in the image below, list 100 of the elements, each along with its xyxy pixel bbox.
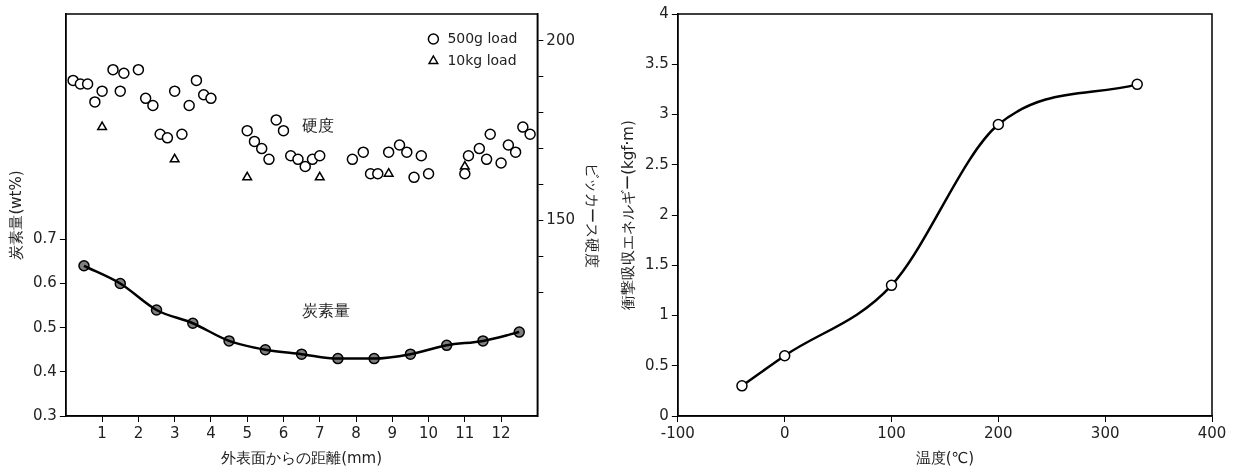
point (107, 63, 119, 76)
x-tick-label: 11 (455, 423, 475, 442)
point (408, 171, 420, 184)
point (477, 335, 489, 347)
point (992, 118, 1005, 131)
y-tick-label: 0.3 (33, 405, 57, 424)
point (357, 146, 370, 158)
point (114, 85, 127, 97)
point (169, 153, 180, 163)
y2-axis-title: ビッカース硬度 (583, 162, 602, 268)
point (118, 67, 130, 79)
point (277, 124, 290, 137)
legend-label: 500g load (447, 29, 518, 46)
point (190, 74, 203, 87)
y-tick-label: 3 (659, 104, 669, 123)
y-tick-label: 0.7 (33, 229, 57, 248)
x-tick-label: 5 (242, 423, 252, 442)
x-tick-label: 9 (387, 423, 398, 442)
point (176, 128, 188, 140)
point (295, 348, 308, 360)
point (422, 167, 435, 180)
y2-tick-label: 200 (546, 30, 576, 49)
x-tick-label: 3 (169, 423, 180, 442)
point (404, 348, 417, 360)
point (81, 78, 94, 90)
point (502, 139, 515, 151)
x-tick-label: 10 (419, 423, 439, 442)
x-axis-title: 外表面からの距離(mm) (221, 448, 383, 467)
point (473, 142, 486, 155)
point (241, 124, 253, 137)
point (270, 114, 282, 126)
point (168, 85, 181, 97)
point (248, 135, 261, 148)
point (259, 343, 272, 356)
point (223, 335, 235, 347)
point (150, 304, 163, 316)
y-tick-label: 4 (659, 3, 669, 22)
point (161, 132, 174, 144)
point (513, 326, 525, 338)
point (462, 150, 475, 162)
point (132, 63, 145, 76)
point (114, 277, 127, 290)
point (509, 146, 522, 158)
y-tick-label: 2.5 (645, 154, 669, 173)
point (346, 153, 359, 166)
point (401, 146, 413, 158)
x-tick-label: 400 (1197, 423, 1227, 442)
point (205, 92, 217, 105)
legend-label: 10kg load (447, 51, 517, 68)
y-tick-label: 0.4 (33, 361, 57, 380)
point (459, 167, 471, 180)
x-tick-label: 0 (779, 423, 790, 442)
x-tick-label: 7 (314, 423, 325, 442)
x-tick-label: 12 (491, 423, 511, 442)
point (96, 85, 108, 97)
x-axis-title: 温度(℃) (915, 448, 975, 467)
y2-tick-label: 150 (546, 210, 576, 229)
y-axis-title: 衝撃吸収エネルギー(kgf·m) (618, 120, 637, 310)
x-tick-label: 100 (877, 423, 906, 442)
x-tick-label: 200 (984, 423, 1013, 442)
point (139, 92, 152, 105)
annotation: 炭素量 (301, 300, 350, 320)
point (736, 380, 748, 392)
x-tick-label: 8 (351, 423, 361, 442)
annotation: 硬度 (301, 115, 334, 135)
point (89, 96, 101, 108)
point (314, 171, 325, 181)
x-tick-label: 300 (1090, 423, 1120, 442)
y-tick-label: 0 (659, 405, 669, 424)
y-tick-label: 0.6 (33, 273, 57, 292)
y-tick-label: 1.5 (645, 255, 669, 274)
y-tick-label: 1 (659, 305, 669, 324)
point (187, 317, 199, 329)
x-tick-label: 2 (133, 423, 144, 442)
x-tick-label: -100 (660, 423, 695, 442)
point (372, 167, 384, 180)
point (495, 157, 507, 169)
y-tick-label: 0.5 (33, 317, 57, 336)
y-tick-label: 3.5 (645, 54, 669, 73)
point (484, 128, 496, 140)
point (383, 167, 394, 177)
point (440, 339, 453, 352)
point (517, 121, 529, 133)
point (263, 153, 275, 166)
point (778, 349, 791, 362)
point (332, 352, 344, 365)
point (415, 150, 428, 162)
point (368, 352, 380, 365)
point (183, 99, 195, 112)
point (524, 128, 536, 140)
x-tick-label: 4 (206, 423, 216, 442)
point (480, 153, 493, 166)
point (299, 160, 311, 173)
point (314, 150, 326, 162)
y-tick-label: 2 (659, 204, 669, 223)
point (393, 139, 406, 151)
point (242, 171, 253, 181)
x-tick-label: 1 (97, 423, 107, 442)
point (97, 121, 108, 131)
point (292, 153, 304, 166)
